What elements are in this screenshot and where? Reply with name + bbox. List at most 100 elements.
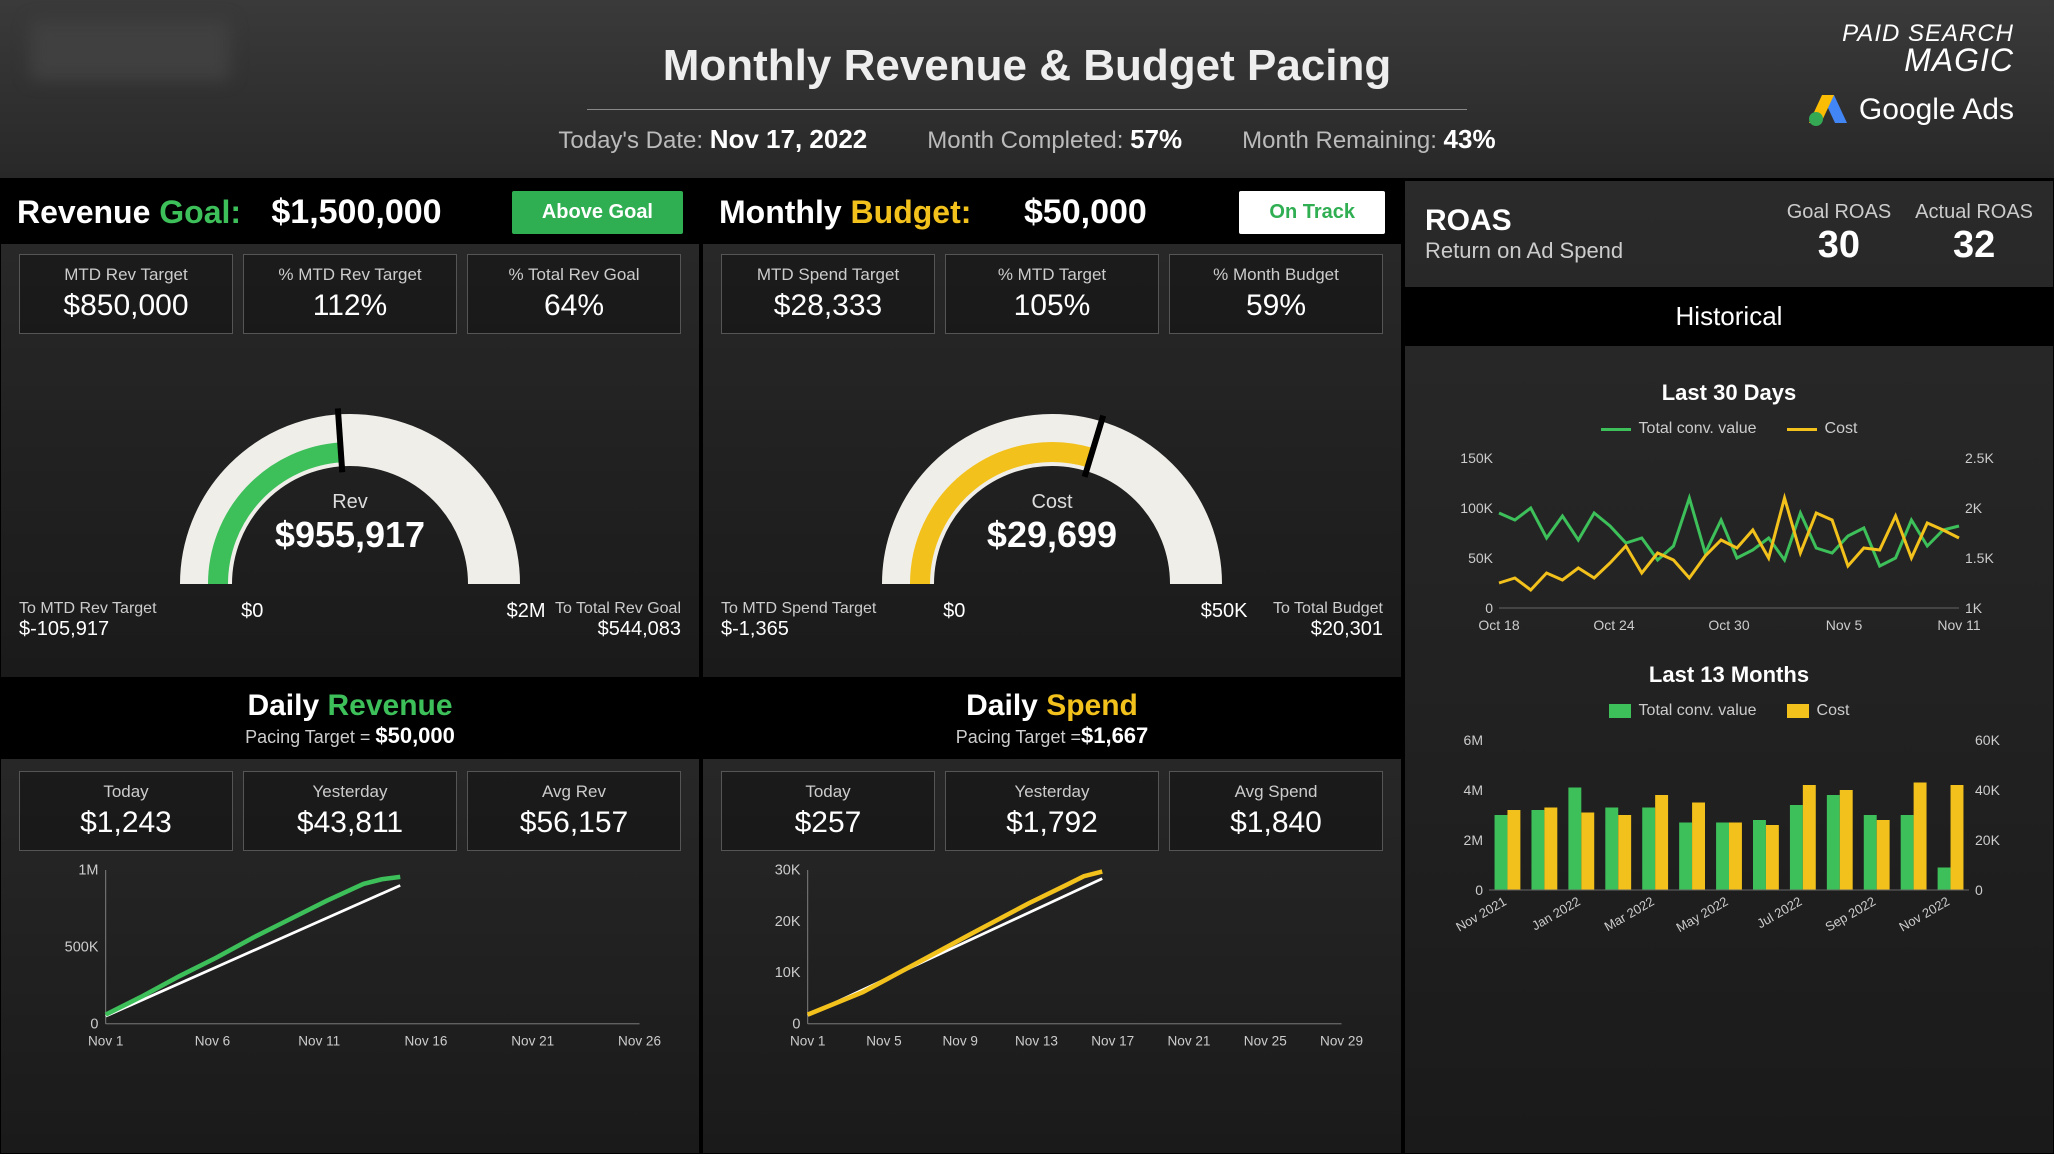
svg-text:Nov 29: Nov 29 [1320,1034,1363,1049]
kpi-box: Today$257 [721,771,935,851]
gauge-rev-value: $955,917 [19,514,681,556]
legend-item: Total conv. value [1609,702,1757,720]
daily-revenue-subtitle: Pacing Target = $50,000 [1,723,699,749]
svg-text:Nov 5: Nov 5 [866,1034,901,1049]
last-13-title: Last 13 Months [1425,662,2033,688]
google-ads-logo: Google Ads [1809,93,2014,127]
svg-text:2K: 2K [1965,500,1983,516]
spend-gauge-min: $0 [943,600,965,622]
spend-column: Monthly Budget: $50,000 On Track MTD Spe… [702,180,1402,1154]
revenue-gauge [135,374,565,594]
svg-text:30K: 30K [775,863,801,879]
svg-text:Nov 25: Nov 25 [1244,1034,1287,1049]
rev-to-goal-label: To Total Rev Goal [486,600,682,618]
gauge-rev-label: Rev [19,491,681,514]
svg-text:Nov 17: Nov 17 [1091,1034,1134,1049]
svg-text:Mar 2022: Mar 2022 [1602,894,1657,934]
kpi-box: Avg Spend$1,840 [1169,771,1383,851]
legend-item: Total conv. value [1601,420,1757,438]
actual-roas-value: 32 [1915,224,2033,267]
roas-column: ROAS Return on Ad Spend Goal ROAS30 Actu… [1404,180,2054,1154]
legend-item: Cost [1787,702,1850,720]
google-ads-icon [1809,93,1847,127]
svg-text:Nov 21: Nov 21 [1168,1034,1211,1049]
svg-text:Sep 2022: Sep 2022 [1822,894,1878,935]
completed-row: Month Completed: 57% [927,124,1182,155]
revenue-goal-value: $1,500,000 [271,193,441,232]
rev-to-mtd-value: $-105,917 [19,618,109,640]
svg-text:20K: 20K [1975,832,2001,848]
budget-status-badge: On Track [1239,191,1385,234]
legend-item: Cost [1787,420,1858,438]
svg-text:100K: 100K [1460,500,1493,516]
svg-text:500K: 500K [65,940,99,956]
remaining-row: Month Remaining: 43% [1242,124,1495,155]
rev-to-goal-value: $544,083 [598,618,681,640]
svg-text:Nov 21: Nov 21 [511,1034,554,1049]
svg-text:Jan 2022: Jan 2022 [1529,894,1583,934]
svg-text:Jul 2022: Jul 2022 [1754,894,1804,932]
svg-text:50K: 50K [1468,550,1494,566]
svg-text:1M: 1M [78,863,98,879]
kpi-box: Today$1,243 [19,771,233,851]
svg-text:150K: 150K [1460,450,1493,466]
svg-text:0: 0 [90,1017,98,1033]
spend-gauge [837,374,1267,594]
daily-revenue-title: Daily Revenue [1,689,699,723]
svg-text:0: 0 [792,1017,800,1033]
svg-text:0: 0 [1485,600,1493,616]
svg-text:May 2022: May 2022 [1674,894,1731,936]
spend-to-budget-value: $20,301 [1311,618,1383,640]
budget-value: $50,000 [1024,193,1147,232]
kpi-box: % Month Budget59% [1169,254,1383,334]
kpi-box: Yesterday$43,811 [243,771,457,851]
svg-text:40K: 40K [1975,782,2001,798]
svg-text:20K: 20K [775,914,801,930]
kpi-box: % Total Rev Goal64% [467,254,681,334]
spend-to-mtd-value: $-1,365 [721,618,789,640]
daily-revenue-chart: 0500K1MNov 1Nov 6Nov 11Nov 16Nov 21Nov 2… [19,861,681,1051]
svg-text:Nov 2021: Nov 2021 [1453,894,1509,935]
svg-text:Oct 30: Oct 30 [1708,617,1749,633]
header: Monthly Revenue & Budget Pacing Today's … [0,0,2054,180]
revenue-column: Revenue Goal: $1,500,000 Above Goal MTD … [0,180,700,1154]
budget-label: Monthly Budget: [719,194,971,231]
daily-spend-title: Daily Spend [703,689,1401,723]
roas-subtitle: Return on Ad Spend [1425,238,1623,264]
kpi-box: Yesterday$1,792 [945,771,1159,851]
svg-text:Nov 1: Nov 1 [88,1034,123,1049]
svg-text:0: 0 [1975,882,1983,898]
last-13-chart: 02M4M6M020K40K60KNov 2021Jan 2022Mar 202… [1425,730,2033,950]
revenue-status-badge: Above Goal [512,191,683,234]
revenue-goal-label: Revenue Goal: [17,194,241,231]
goal-roas-label: Goal ROAS [1787,201,1891,224]
svg-text:0: 0 [1475,882,1483,898]
last-30-chart: 050K100K150K1K1.5K2K2.5KOct 18Oct 24Oct … [1425,448,2033,648]
svg-text:Nov 16: Nov 16 [405,1034,448,1049]
svg-text:Oct 18: Oct 18 [1478,617,1519,633]
svg-text:Nov 5: Nov 5 [1826,617,1863,633]
roas-title: ROAS [1425,204,1512,237]
rev-gauge-min: $0 [241,600,263,622]
svg-text:Nov 2022: Nov 2022 [1896,894,1952,935]
daily-spend-subtitle: Pacing Target =$1,667 [703,723,1401,749]
gauge-spend-value: $29,699 [721,514,1383,556]
historical-header: Historical [1405,287,2053,346]
svg-text:4M: 4M [1464,782,1483,798]
client-logo-blurred [30,20,230,80]
svg-text:10K: 10K [775,965,801,981]
actual-roas-label: Actual ROAS [1915,201,2033,224]
kpi-box: MTD Spend Target$28,333 [721,254,935,334]
svg-text:2.5K: 2.5K [1965,450,1994,466]
goal-roas-value: 30 [1787,224,1891,267]
svg-text:Oct 24: Oct 24 [1593,617,1634,633]
svg-text:2M: 2M [1464,832,1483,848]
kpi-box: Avg Rev$56,157 [467,771,681,851]
kpi-box: MTD Rev Target$850,000 [19,254,233,334]
svg-text:Nov 1: Nov 1 [790,1034,825,1049]
svg-text:Nov 9: Nov 9 [943,1034,978,1049]
gauge-spend-label: Cost [721,491,1383,514]
kpi-box: % MTD Rev Target112% [243,254,457,334]
svg-text:1.5K: 1.5K [1965,550,1994,566]
svg-text:Nov 26: Nov 26 [618,1034,661,1049]
